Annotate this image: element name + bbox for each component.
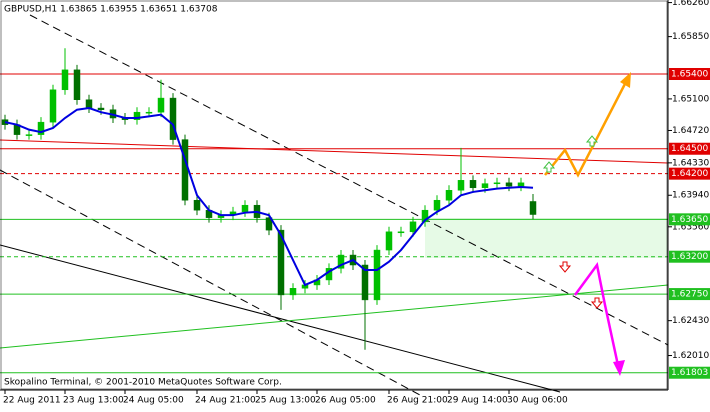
candle-body: [73, 69, 81, 100]
y-tick-label: 1.66260: [672, 0, 709, 8]
candle-body: [421, 209, 429, 223]
candle-body: [517, 182, 525, 187]
candle-body: [361, 264, 369, 301]
candle-body: [481, 183, 489, 189]
channel-line: [29, 14, 669, 346]
y-tick-label: 1.65850: [672, 32, 709, 42]
y-tick-label: 1.64330: [672, 158, 709, 168]
candle-body: [469, 180, 477, 189]
candle-body: [97, 107, 105, 110]
candle-body: [433, 199, 441, 211]
level-label: 1.64500: [671, 144, 708, 154]
header: GBPUSD,H1 1.63865 1.63955 1.63651 1.6370…: [4, 5, 218, 15]
level-label: 1.63200: [671, 252, 708, 262]
candle-body: [385, 231, 393, 251]
level-label: 1.64200: [671, 169, 708, 179]
candle-body: [169, 97, 177, 140]
footer: Skopalino Terminal, © 2001-2010 MetaQuot…: [4, 378, 282, 388]
arrowhead: [620, 72, 631, 88]
frame: [0, 0, 668, 390]
x-tick-label: 26 Aug 21:00: [387, 396, 448, 406]
up-arrow: [585, 135, 599, 147]
candle-body: [157, 97, 165, 113]
x-tick-label: 25 Aug 13:00: [255, 396, 316, 406]
moving-average: [4, 107, 534, 287]
forecast-up: [544, 77, 630, 178]
trend-line: [0, 284, 669, 349]
candle-body: [505, 182, 513, 187]
x-tick-label: 26 Aug 05:00: [315, 396, 376, 406]
forecast-down: [573, 261, 621, 371]
y-tick-label: 1.63560: [672, 222, 709, 232]
candle-body: [37, 121, 45, 135]
candle-body: [277, 229, 285, 296]
x-tick-label: 24 Aug 21:00: [195, 396, 256, 406]
candle-body: [373, 249, 381, 301]
candle-body: [133, 111, 141, 120]
forecast: [542, 72, 631, 376]
down-arrow: [590, 297, 604, 309]
y-tick-label: 1.62430: [672, 316, 709, 326]
candle-body: [145, 111, 153, 114]
candle-body: [181, 139, 189, 201]
candle-body: [289, 288, 297, 296]
level-box: [669, 67, 710, 80]
candle-body: [457, 180, 465, 191]
candle-body: [25, 134, 33, 136]
level-box: [669, 366, 710, 379]
down-arrow: [558, 261, 572, 273]
zone: [425, 218, 668, 258]
candle-body: [49, 89, 57, 123]
level-box: [669, 142, 710, 155]
channel-line: [0, 169, 421, 396]
level-label: 1.65400: [671, 69, 708, 79]
x-tick-label: 22 Aug 2011: [3, 396, 61, 406]
y-tick-label: 1.64720: [672, 126, 709, 136]
level-box: [669, 250, 710, 263]
level-label: 1.63650: [671, 215, 708, 225]
trend-line: [0, 244, 561, 393]
x-tick-label: 23 Aug 13:00: [63, 396, 124, 406]
candle-body: [337, 254, 345, 269]
x-tick-label: 29 Aug 14:00: [447, 396, 508, 406]
level-label: 1.61803: [671, 368, 708, 378]
candle-body: [241, 204, 249, 213]
candle-body: [529, 201, 537, 215]
candle-body: [397, 231, 405, 234]
candle-body: [409, 221, 417, 233]
level-label: 1.62750: [671, 290, 708, 300]
x-tick-label: 30 Aug 06:00: [507, 396, 568, 406]
candle-body: [193, 199, 201, 211]
candle-body: [85, 99, 93, 109]
level-box: [669, 213, 710, 226]
candle-body: [265, 217, 273, 231]
up-arrow: [542, 161, 556, 173]
y-tick-label: 1.63940: [672, 191, 709, 201]
y-tick-label: 1.65100: [672, 94, 709, 104]
candle-body: [61, 69, 69, 91]
level-box: [669, 167, 710, 180]
candle-body: [445, 190, 453, 201]
level-box: [669, 288, 710, 301]
arrowhead: [613, 360, 625, 376]
candle-body: [493, 182, 501, 185]
x-tick-label: 24 Aug 05:00: [123, 396, 184, 406]
y-tick-label: 1.62010: [672, 351, 709, 361]
